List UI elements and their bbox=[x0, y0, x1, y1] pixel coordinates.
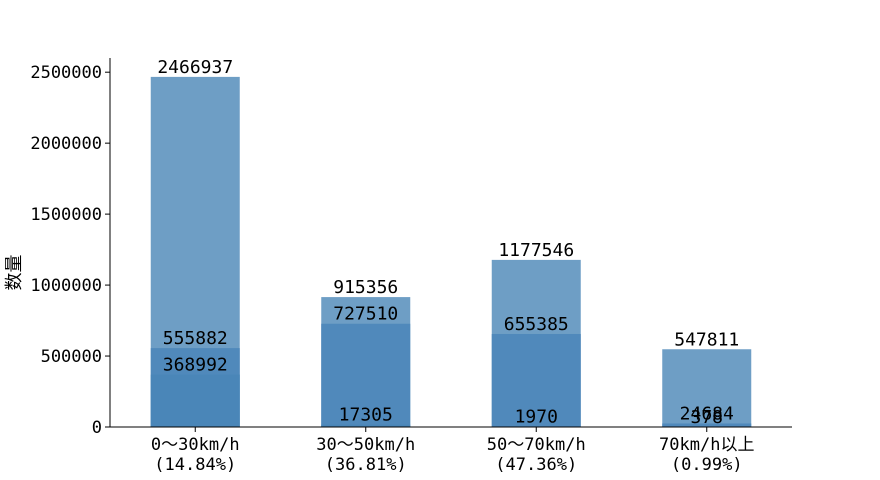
bar-series2-cat3 bbox=[491, 333, 581, 427]
data-label-series1-cat4: 547811 bbox=[674, 329, 739, 350]
axes-layer: 0 500000 1000000 1500000 2000000 2500000 0～30k… bbox=[30, 58, 792, 475]
y-tick-label-1: 500000 bbox=[41, 347, 102, 367]
y-tick-label-2: 1000000 bbox=[30, 276, 102, 296]
bar-series3-cat1 bbox=[150, 374, 240, 427]
data-label-series3-cat1: 368992 bbox=[163, 355, 228, 376]
y-tick-label-0: 0 bbox=[92, 418, 102, 438]
x-tick-label-2: 50～70km/h (47.36%) bbox=[487, 435, 586, 475]
x-tick-label-3: 70km/h以上(0.99%) bbox=[659, 435, 754, 475]
y-tick-label-5: 2500000 bbox=[30, 63, 102, 83]
bars-layer bbox=[150, 76, 752, 428]
data-label-series1-cat3: 1177546 bbox=[498, 240, 574, 261]
data-label-series2-cat1: 555882 bbox=[163, 328, 228, 349]
data-label-series2-cat4: 24684 bbox=[680, 403, 734, 424]
x-tick-label-1: 30～50km/h (36.81%) bbox=[316, 435, 415, 475]
data-label-series3-cat4: 378 bbox=[690, 407, 723, 428]
bar-series1-cat4 bbox=[662, 349, 752, 427]
data-label-series2-cat2: 727510 bbox=[333, 304, 398, 325]
data-label-series1-cat1: 2466937 bbox=[157, 57, 233, 78]
y-axis-title: 数量 bbox=[4, 255, 25, 291]
data-label-series3-cat3: 1970 bbox=[515, 407, 558, 428]
x-tick-label-0: 0～30km/h (14.84%) bbox=[151, 435, 240, 475]
data-labels-layer: 2466937 915356 1177546 547811 555882 727510 65… bbox=[157, 57, 739, 428]
y-tick-label-3: 1500000 bbox=[30, 205, 102, 225]
y-tick-label-4: 2000000 bbox=[30, 134, 102, 154]
data-label-series1-cat2: 915356 bbox=[333, 277, 398, 298]
bar-series2-cat4 bbox=[662, 423, 752, 427]
data-label-series3-cat2: 17305 bbox=[339, 405, 393, 426]
bar-series3-cat2 bbox=[321, 424, 411, 427]
bar-series2-cat2 bbox=[321, 323, 411, 427]
data-label-series2-cat3: 655385 bbox=[504, 314, 569, 335]
